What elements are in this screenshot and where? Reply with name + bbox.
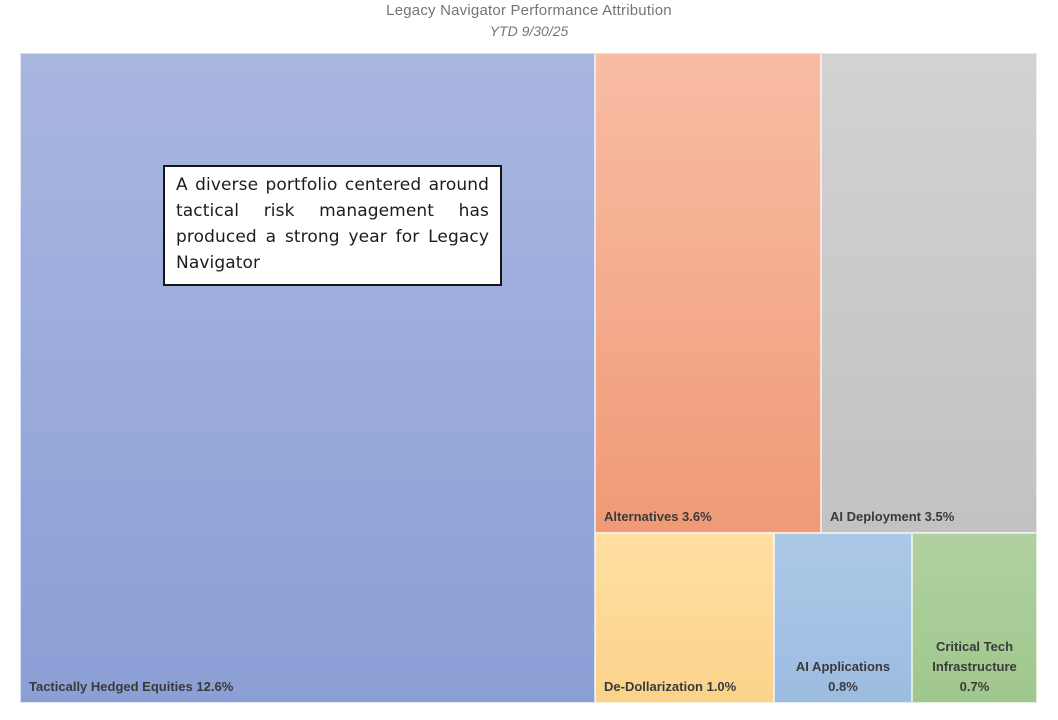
treemap-tile-ai-applications: AI Applications 0.8% [774, 533, 912, 703]
tile-name: AI Applications [795, 658, 891, 674]
tile-label: AI Applications 0.8% [775, 657, 911, 697]
treemap-plot-area: Tactically Hedged Equities 12.6% Alterna… [20, 53, 1037, 703]
tile-value: 0.8% [828, 678, 858, 694]
tile-name: AI Deployment [830, 508, 922, 524]
annotation-text: A diverse portfolio centered around tact… [176, 175, 489, 273]
treemap-tile-de-dollarization: De-Dollarization 1.0% [595, 533, 774, 703]
tile-label: AI Deployment 3.5% [822, 507, 1036, 527]
chart-title: Legacy Navigator Performance Attribution [386, 2, 672, 19]
tile-name: Alternatives [604, 508, 679, 524]
chart-subtitle: YTD 9/30/25 [489, 23, 569, 39]
treemap-tile-alternatives: Alternatives 3.6% [595, 53, 821, 533]
tile-value: 3.5% [924, 508, 955, 524]
treemap-tile-critical-tech-infrastructure: Critical Tech Infrastructure 0.7% [912, 533, 1037, 703]
tile-value: 12.6% [196, 678, 234, 694]
tile-value: 1.0% [706, 678, 737, 694]
chart-header: Legacy Navigator Performance Attribution… [0, 2, 1058, 39]
tile-label: Critical Tech Infrastructure 0.7% [913, 637, 1036, 697]
tile-name: De-Dollarization [604, 678, 703, 694]
treemap-tile-ai-deployment: AI Deployment 3.5% [821, 53, 1037, 533]
tile-label: De-Dollarization 1.0% [596, 677, 773, 697]
tile-value: 0.7% [959, 678, 990, 694]
tile-name: Tactically Hedged Equities [29, 678, 193, 694]
annotation-box: A diverse portfolio centered around tact… [163, 165, 502, 286]
tile-name: Critical Tech Infrastructure [932, 638, 1017, 674]
tile-label: Tactically Hedged Equities 12.6% [21, 677, 594, 697]
tile-value: 3.6% [682, 508, 712, 524]
treemap-tile-tactically-hedged-equities: Tactically Hedged Equities 12.6% [20, 53, 595, 703]
tile-label: Alternatives 3.6% [596, 507, 820, 527]
